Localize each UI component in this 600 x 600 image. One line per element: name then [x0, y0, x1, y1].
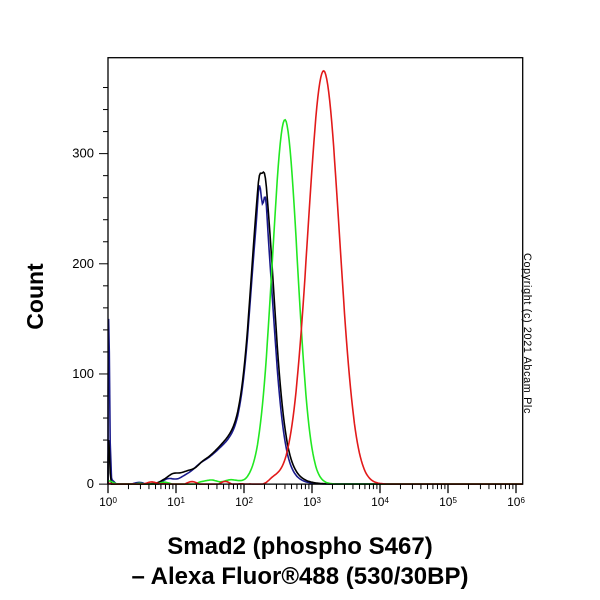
svg-text:300: 300: [72, 146, 94, 161]
svg-text:200: 200: [72, 256, 94, 271]
svg-text:0: 0: [87, 476, 94, 491]
svg-text:100: 100: [72, 366, 94, 381]
